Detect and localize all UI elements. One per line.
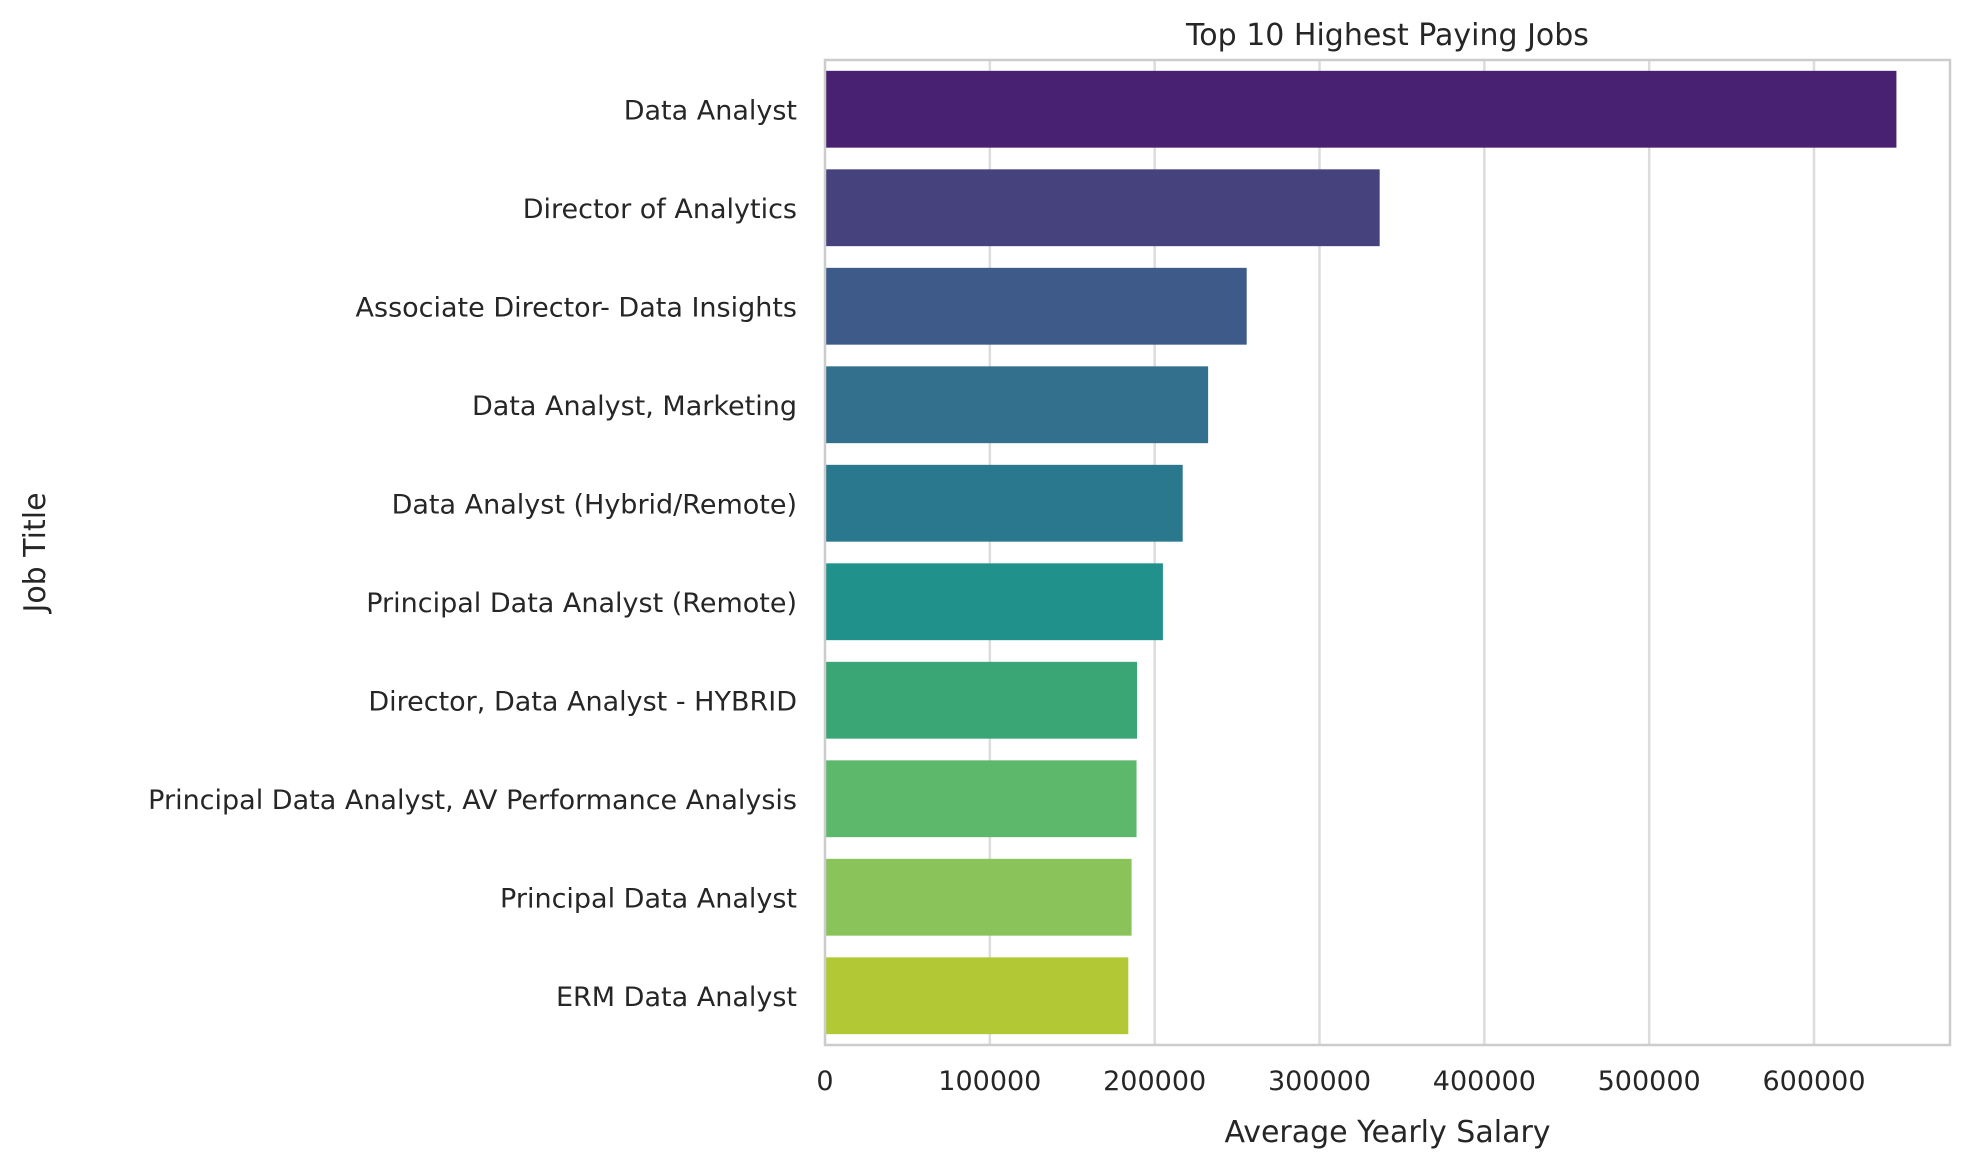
x-tick-labels: 0 100000 200000 300000 400000 500000 600000	[816, 1066, 1865, 1097]
y-tick-label: Principal Data Analyst, AV Performance A…	[148, 785, 797, 816]
x-tick-label: 100000	[938, 1066, 1041, 1097]
y-tick-label: Associate Director- Data Insights	[356, 292, 797, 323]
bar	[825, 464, 1183, 542]
x-tick-label: 600000	[1762, 1066, 1865, 1097]
y-tick-label: Director, Data Analyst - HYBRID	[368, 686, 797, 717]
bar	[825, 267, 1247, 345]
y-tick-label: Director of Analytics	[523, 194, 797, 225]
x-axis-label: Average Yearly Salary	[1224, 1115, 1550, 1150]
x-tick-label: 500000	[1598, 1066, 1701, 1097]
bar	[825, 563, 1163, 641]
y-tick-label: Principal Data Analyst	[500, 883, 797, 914]
bar	[825, 169, 1380, 247]
y-tick-label: Data Analyst (Hybrid/Remote)	[392, 489, 797, 520]
y-tick-label: Data Analyst, Marketing	[472, 391, 797, 422]
x-tick-label: 200000	[1103, 1066, 1206, 1097]
x-tick-label: 0	[816, 1066, 833, 1097]
bars	[825, 70, 1897, 1035]
bar	[825, 366, 1209, 444]
bar	[825, 661, 1138, 739]
bar	[825, 858, 1132, 936]
x-tick-label: 400000	[1433, 1066, 1536, 1097]
bar	[825, 957, 1129, 1035]
y-tick-label: ERM Data Analyst	[556, 982, 797, 1013]
y-tick-label: Data Analyst	[624, 95, 797, 126]
chart-title: Top 10 Highest Paying Jobs	[1185, 18, 1589, 53]
x-tick-label: 300000	[1268, 1066, 1371, 1097]
y-tick-label: Principal Data Analyst (Remote)	[366, 588, 797, 619]
bar	[825, 760, 1137, 838]
y-tick-labels: Data Analyst Director of Analytics Associa…	[148, 95, 797, 1013]
y-axis-label: Job Title	[18, 492, 53, 614]
plot-frame	[823, 58, 1952, 1047]
bar	[825, 70, 1897, 148]
